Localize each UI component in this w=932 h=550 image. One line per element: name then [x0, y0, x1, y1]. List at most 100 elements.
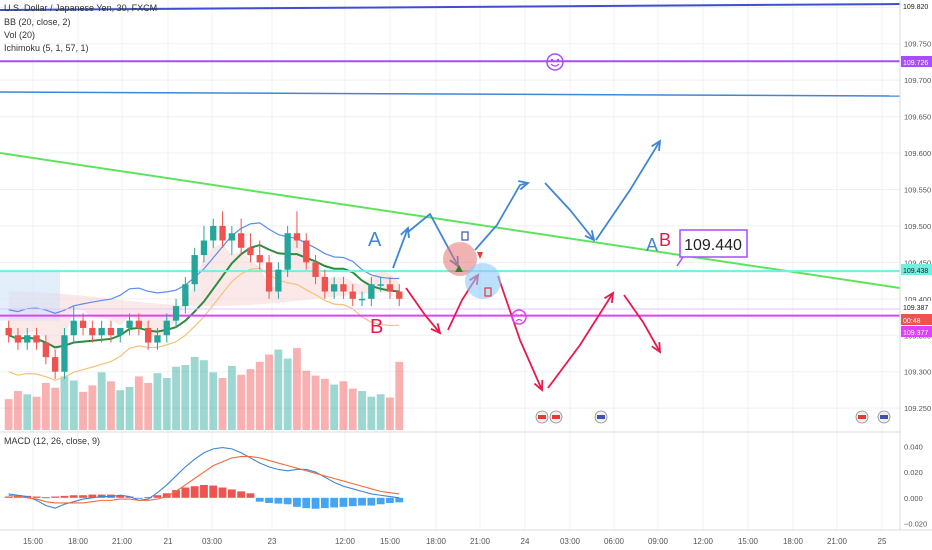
candle-body [358, 298, 366, 301]
volume-bar [60, 376, 69, 430]
volume-bar [153, 373, 162, 430]
candle-body [89, 327, 96, 336]
candle-body [284, 233, 291, 270]
candle-body [386, 284, 394, 292]
volume-bar [162, 378, 171, 430]
time-tick-label: 03:00 [560, 537, 581, 546]
macd-histogram-bar [311, 497, 320, 509]
arrow-red-3-head [533, 379, 544, 392]
candle-body [79, 320, 87, 328]
macd-histogram-bar [255, 497, 264, 502]
price-badge-label: 00:48 [903, 318, 921, 325]
arrow-blue-3 [474, 182, 529, 251]
price-badge [901, 0, 932, 11]
volume-bar [358, 391, 366, 430]
volume-bar [144, 382, 153, 430]
candle-body [330, 284, 338, 292]
indicator-vol-label[interactable]: Vol (20) [4, 30, 36, 40]
volume-bar [116, 390, 125, 430]
macd-histogram-bar [153, 495, 162, 498]
candle-body [14, 335, 22, 343]
candle-body [107, 327, 115, 336]
price-badge [901, 301, 932, 312]
candle-body [247, 247, 254, 256]
price-tick-label: 109.500 [904, 222, 931, 231]
macd-histogram-bar [134, 497, 143, 499]
candle-body [126, 320, 133, 328]
time-tick-label: 25 [878, 537, 887, 546]
candle-body [117, 327, 124, 336]
candle-body [144, 327, 152, 343]
candle-body [256, 255, 263, 263]
macd-histogram-bar [69, 495, 78, 498]
candle-body [321, 276, 329, 292]
time-tick-label: 03:00 [202, 537, 223, 546]
volume-bar [32, 396, 41, 430]
candle-body [163, 320, 170, 336]
candle-body [33, 335, 40, 343]
macd-tick-label: 0.000 [904, 494, 923, 503]
candle-body [237, 233, 245, 248]
macd-histogram-bar [41, 497, 50, 499]
macd-tick-label: 0.020 [904, 468, 923, 477]
price-badge-label: 109.820 [903, 4, 928, 11]
volume-bar [218, 378, 227, 430]
price-badge [901, 264, 932, 275]
candle-body [228, 233, 236, 241]
volume-bar [348, 388, 357, 430]
time-tick-label: 15:00 [380, 537, 401, 546]
price-badge-label: 109.377 [903, 330, 928, 337]
time-axis [0, 530, 932, 550]
indicator-macd-label[interactable]: MACD (12, 26, close, 9) [4, 436, 101, 446]
macd-histogram-bar [386, 497, 394, 503]
price-tick-label: 109.400 [904, 295, 931, 304]
candle-body [70, 320, 77, 336]
macd-tick-label: 0.040 [904, 442, 923, 451]
volume-bar [376, 394, 385, 430]
volume-bar [23, 394, 32, 430]
price-tick-label: 109.750 [904, 40, 931, 49]
volume-bar [293, 348, 301, 430]
candle-body [349, 291, 356, 299]
arrow-blue-3-head [518, 180, 531, 191]
price-callout[interactable]: 109.440 [676, 229, 748, 267]
macd-histogram-bar [330, 497, 339, 508]
volume-bar [311, 375, 320, 430]
annotation-a-left: A [368, 229, 382, 251]
candle-body [368, 284, 375, 299]
volume-bar [246, 369, 255, 430]
time-tick-label: 06:00 [604, 537, 625, 546]
candle-body [154, 335, 161, 343]
time-tick-label: 23 [268, 537, 277, 546]
macd-histogram-bar [181, 487, 190, 498]
bb-lower-line [8, 267, 400, 381]
arrow-blue-4 [544, 182, 595, 241]
macd-histogram-bar [172, 490, 180, 498]
symbol-title: U.S. Dollar / Japanese Yen, 30, FXCM [4, 3, 158, 13]
price-tick-label: 109.650 [904, 113, 931, 122]
arrow-blue-1-head [400, 226, 410, 239]
price-badge [901, 56, 932, 67]
trend-line-green [0, 152, 900, 289]
macd-histogram-bar [395, 497, 404, 503]
annotation-b-right: B [659, 230, 671, 250]
volume-bar [97, 372, 106, 430]
indicator-bb-label[interactable]: BB (20, close, 2) [4, 17, 71, 27]
volume-bar [79, 391, 87, 430]
candle-body [275, 269, 282, 292]
indicator-ichimoku-label[interactable]: Ichimoku (5, 1, 57, 1) [4, 43, 89, 53]
arrow-red-4 [547, 292, 614, 389]
volume-bar [302, 370, 311, 430]
sad-face-icon [511, 309, 527, 325]
volume-bar [41, 382, 50, 430]
macd-histogram-bar [376, 497, 385, 505]
volume-bar [14, 391, 22, 430]
arrow-red-1-head [430, 323, 442, 335]
annotation-b-left: B [370, 316, 383, 338]
macd-histogram-bar [227, 489, 236, 498]
volume-bar [4, 399, 13, 430]
macd-histogram-bar [274, 497, 283, 504]
macd-histogram-bar [51, 496, 60, 498]
macd-histogram-bar [190, 486, 199, 498]
